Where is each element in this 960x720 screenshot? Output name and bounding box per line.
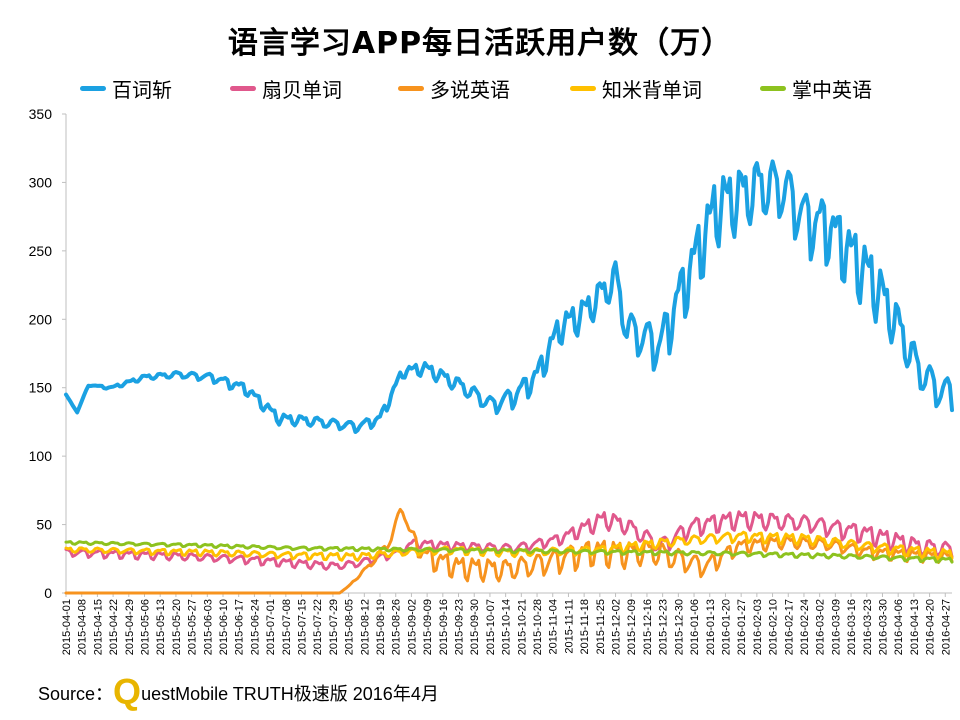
y-tick-label: 300: [29, 174, 53, 190]
x-tick-label: 2016-03-23: [862, 599, 874, 655]
series-line-4: [64, 540, 954, 564]
x-tick-label: 2016-02-17: [783, 599, 795, 655]
y-tick-label: 50: [36, 517, 52, 533]
y-tick-label: 0: [44, 585, 52, 601]
x-tick-label: 2015-08-19: [375, 599, 387, 655]
x-tick-label: 2016-02-10: [768, 599, 780, 655]
x-tick-label: 2015-12-23: [658, 599, 670, 655]
x-tick-label: 2015-07-01: [265, 599, 277, 655]
source-text: uestMobile TRUTH极速版 2016年4月: [141, 684, 439, 704]
x-tick-label: 2015-11-11: [563, 599, 575, 654]
questmobile-logo-q: Q: [113, 671, 142, 712]
x-tick-label: 2016-01-27: [736, 599, 748, 655]
legend-item-zhangzhong: 掌中英语: [760, 74, 872, 103]
legend-label: 百词斩: [112, 78, 172, 102]
series-line-0: [64, 159, 954, 434]
x-tick-label: 2016-01-13: [705, 599, 717, 655]
x-tick-label: 2015-05-20: [171, 599, 183, 655]
x-tick-label: 2015-11-18: [579, 599, 591, 654]
legend-label: 多说英语: [430, 78, 510, 102]
legend-item-duoshuo: 多说英语: [398, 74, 510, 103]
x-tick-label: 2016-03-30: [877, 599, 889, 655]
legend-swatch: [760, 86, 786, 91]
x-tick-label: 2016-02-03: [752, 599, 764, 655]
chart-title: 语言学习APP每日活跃用户数（万）: [227, 26, 733, 61]
x-tick-label: 2015-06-17: [234, 599, 246, 655]
legend-swatch: [80, 86, 106, 91]
y-tick-label: 100: [29, 448, 53, 464]
legend-swatch: [230, 86, 256, 91]
legend-swatch: [398, 86, 424, 91]
x-tick-label: 2015-04-22: [108, 599, 120, 655]
x-tick-label: 2015-09-02: [406, 599, 418, 655]
x-tick-label: 2016-01-06: [689, 599, 701, 655]
axes: 0 50 100 150 200 250 300 350 2015-04-01 2015-04-0…: [29, 106, 953, 655]
x-tick-label: 2015-10-21: [516, 599, 528, 655]
x-tick-label: 2015-11-04: [548, 599, 560, 654]
x-tick-label: 2015-06-10: [218, 599, 230, 655]
x-tick-label: 2016-04-13: [909, 599, 921, 655]
legend-item-zhimi: 知米背单词: [570, 74, 702, 103]
x-tick-label: 2016-03-02: [815, 599, 827, 655]
x-tick-label: 2015-08-05: [344, 599, 356, 655]
x-tick-label: 2016-01-20: [720, 599, 732, 655]
x-tick-label: 2015-09-23: [454, 599, 466, 655]
x-tick-label: 2015-07-22: [312, 599, 324, 655]
legend-label: 扇贝单词: [262, 78, 342, 102]
x-tick-label: 2016-03-09: [830, 599, 842, 655]
x-tick-label: 2015-12-30: [673, 599, 685, 655]
x-tick-label: 2015-04-08: [77, 599, 89, 655]
x-tick-label: 2015-09-09: [422, 599, 434, 655]
x-tick-label: 2016-04-27: [940, 599, 952, 655]
x-tick-label: 2016-03-16: [846, 599, 858, 655]
x-tick-label: 2015-07-15: [297, 599, 309, 655]
legend: 百词斩 扇贝单词 多说英语 知米背单词 掌中英语: [80, 74, 940, 102]
y-tick-label: 250: [29, 243, 53, 259]
x-tick-label: 2015-05-13: [155, 599, 167, 655]
x-tick-label: 2015-08-26: [391, 599, 403, 655]
x-tick-label: 2015-06-24: [249, 599, 261, 655]
x-tick-label: 2015-07-29: [328, 599, 340, 655]
x-tick-label: 2015-04-15: [92, 599, 104, 655]
y-tick-label: 200: [29, 311, 53, 327]
x-tick-label: 2015-07-08: [281, 599, 293, 655]
x-tick-label: 2016-02-24: [799, 599, 811, 655]
x-tick-label: 2015-11-25: [595, 599, 607, 654]
x-tick-label: 2015-09-30: [469, 599, 481, 655]
x-tick-label: 2016-04-06: [893, 599, 905, 655]
x-tick-label: 2015-12-09: [626, 599, 638, 655]
legend-item-baicizhan: 百词斩: [80, 74, 172, 103]
x-tick-label: 2015-10-28: [532, 599, 544, 655]
x-tick-label: 2015-12-02: [611, 599, 623, 655]
x-tick-label: 2015-04-01: [61, 599, 73, 655]
series-line-1: [64, 510, 954, 571]
x-tick-label: 2015-04-29: [124, 599, 136, 655]
source-note: Source：QuestMobile TRUTH极速版 2016年4月: [38, 674, 439, 710]
y-tick-label: 150: [29, 380, 53, 396]
x-tick-label: 2015-05-27: [187, 599, 199, 655]
x-tick-label: 2015-08-12: [359, 599, 371, 655]
x-tick-label: 2015-05-06: [140, 599, 152, 655]
x-tick-label: 2015-10-14: [501, 599, 513, 655]
y-tick-label: 350: [29, 106, 53, 122]
x-tick-label: 2015-06-03: [202, 599, 214, 655]
series-layer: [64, 159, 954, 595]
x-tick-label: 2015-10-07: [485, 599, 497, 655]
legend-item-shanbay: 扇贝单词: [230, 74, 342, 103]
x-tick-label: 2016-04-20: [925, 599, 937, 655]
legend-swatch: [570, 86, 596, 91]
legend-label: 掌中英语: [792, 78, 872, 102]
x-tick-label: 2015-12-16: [642, 599, 654, 655]
series-line-2: [64, 507, 954, 595]
legend-label: 知米背单词: [602, 78, 702, 102]
source-prefix: Source：: [38, 684, 114, 704]
x-tick-label: 2015-09-16: [438, 599, 450, 655]
